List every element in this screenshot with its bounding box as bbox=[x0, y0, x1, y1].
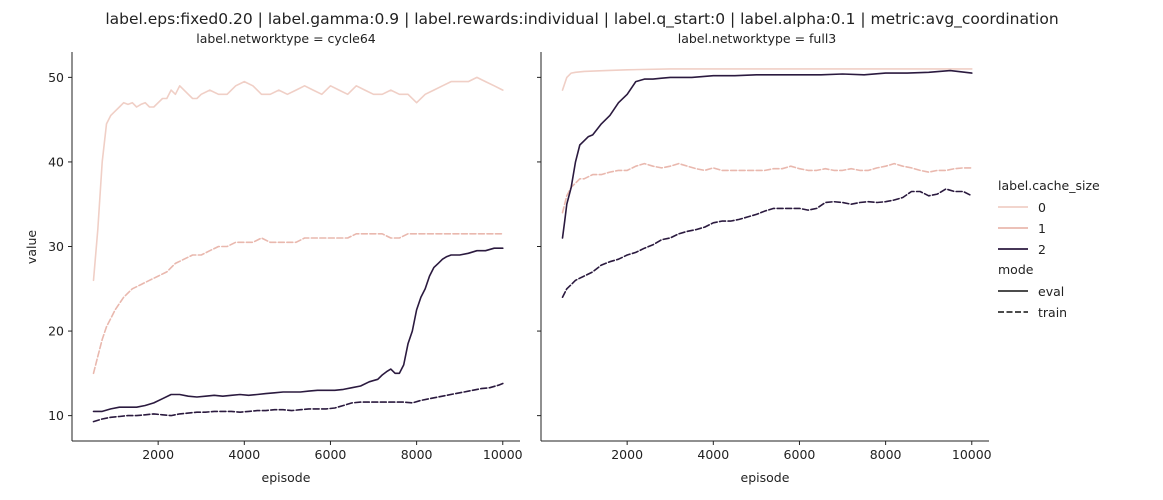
series-line-cache2-eval bbox=[92, 247, 504, 413]
x-tick-label: 6000 bbox=[784, 447, 816, 462]
y-tick-label: 30 bbox=[48, 239, 64, 254]
x-tick-label: 2000 bbox=[142, 447, 174, 462]
x-tick-label: 2000 bbox=[611, 447, 643, 462]
series-line-cache2-train bbox=[561, 188, 973, 299]
legend-label-train: train bbox=[1038, 305, 1067, 320]
legend-style-title: mode bbox=[998, 262, 1034, 277]
legend-label-eval: eval bbox=[1038, 284, 1064, 299]
x-axis-label: episode bbox=[262, 470, 311, 485]
y-axis-label: value bbox=[24, 230, 39, 264]
x-axis-label: episode bbox=[741, 470, 790, 485]
panel-full3: label.networktype = full3 episode 2000 40… bbox=[537, 31, 992, 485]
x-tick-label: 8000 bbox=[870, 447, 902, 462]
series-line-cache2-eval bbox=[561, 69, 973, 239]
series-line-cache1-train bbox=[561, 162, 973, 214]
series-line-cache1-train bbox=[92, 233, 504, 375]
x-tick-label: 4000 bbox=[697, 447, 729, 462]
panel-title: label.networktype = cycle64 bbox=[196, 31, 376, 46]
y-tick-label: 10 bbox=[48, 408, 64, 423]
legend: label.cache_size mode 0 1 2 eval train bbox=[998, 178, 1100, 320]
figure-suptitle: label.eps:fixed0.20 | label.gamma:0.9 | … bbox=[105, 10, 1058, 29]
y-tick-label: 40 bbox=[48, 154, 64, 169]
x-tick-label: 10000 bbox=[952, 447, 992, 462]
legend-label-cache0: 0 bbox=[1038, 200, 1046, 215]
x-tick-label: 4000 bbox=[228, 447, 260, 462]
legend-label-cache1: 1 bbox=[1038, 221, 1046, 236]
y-tick-label: 50 bbox=[48, 70, 64, 85]
panel-cycle64: label.networktype = cycle64 episode valu… bbox=[24, 31, 523, 485]
legend-hue-title: label.cache_size bbox=[998, 178, 1100, 193]
x-tick-label: 8000 bbox=[401, 447, 433, 462]
panel-title: label.networktype = full3 bbox=[678, 31, 837, 46]
series-line-cache0-eval bbox=[561, 68, 973, 91]
series-line-cache2-train bbox=[92, 382, 504, 423]
series-line-cache0-eval bbox=[92, 76, 504, 282]
y-tick-label: 20 bbox=[48, 324, 64, 339]
x-tick-label: 6000 bbox=[315, 447, 347, 462]
x-tick-label: 10000 bbox=[483, 447, 523, 462]
legend-label-cache2: 2 bbox=[1038, 242, 1046, 257]
